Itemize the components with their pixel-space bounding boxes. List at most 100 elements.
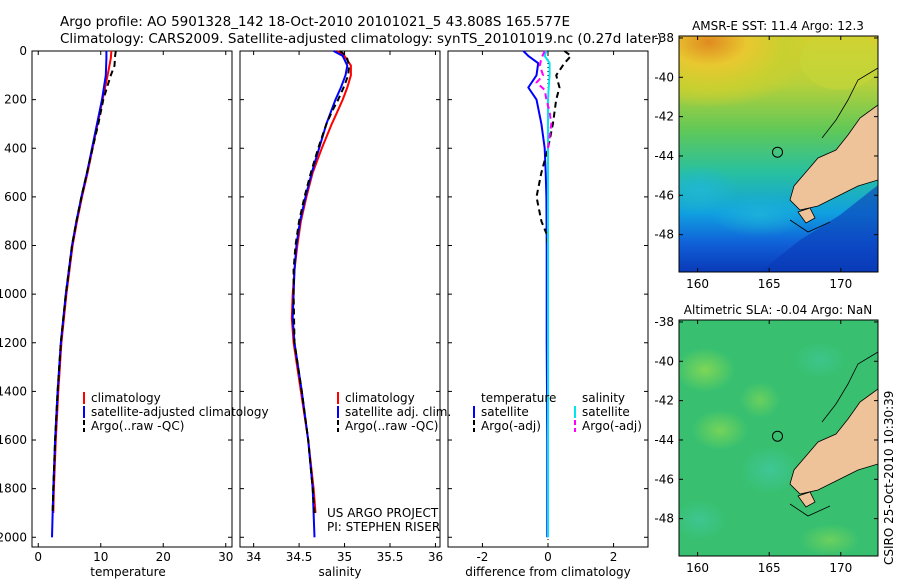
series-line-temperature-satellite: [522, 50, 549, 538]
y-tick-label: 1800: [0, 482, 27, 496]
temperature-xlabel: temperature: [90, 565, 165, 579]
lon-tick-label: 165: [758, 561, 781, 575]
lat-tick-label: -44: [654, 149, 674, 163]
x-tick-label: 20: [156, 550, 171, 564]
lat-tick-label: -42: [654, 394, 674, 408]
y-tick-label: 2000: [0, 530, 27, 544]
sst-land-stewart-island: [797, 207, 816, 224]
lon-tick-label: 170: [829, 561, 852, 575]
series-line-climatology: [290, 50, 352, 514]
sst-map-title: AMSR-E SST: 11.4 Argo: 12.3: [692, 19, 864, 33]
series-line-salinity-satellite: [543, 50, 551, 538]
sla-map-lon-axis: 160 165 170: [686, 320, 852, 575]
lat-tick-label: -38: [654, 315, 674, 329]
sla-map-panel: Altimetric SLA: -0.04 Argo: NaN -38 -40 -4…: [654, 303, 879, 575]
legend-label-argo: Argo(..raw -QC): [345, 419, 438, 433]
sla-map-lat-axis: -38 -40 -42 -44 -46 -48: [654, 315, 878, 526]
lat-tick-label: -40: [654, 354, 674, 368]
series-line-satellite-adj-clim: [291, 50, 349, 538]
lat-tick-label: -46: [654, 188, 674, 202]
sla-land-stewart-island: [797, 491, 816, 508]
y-tick-label: 800: [4, 239, 27, 253]
lon-tick-label: 170: [829, 277, 852, 291]
difference-y-ticks: [448, 50, 648, 538]
x-tick-label: 35.5: [377, 550, 404, 564]
sst-map-frame: [678, 35, 879, 273]
legend-label-satellite-adjusted: satellite-adjusted climatology: [91, 405, 269, 419]
temperature-x-axis: 0 10 20 30: [34, 51, 233, 564]
temperature-axes-frame: [31, 50, 233, 548]
y-tick-label: 400: [4, 141, 27, 155]
difference-xlabel: difference from climatology: [465, 565, 631, 579]
y-tick-label: 1000: [0, 287, 27, 301]
series-line-climatology: [52, 50, 113, 514]
x-tick-label: -2: [476, 550, 488, 564]
x-tick-label: 2: [610, 550, 618, 564]
salinity-plot-lines: [290, 50, 352, 538]
figure-title-line1: Argo profile: AO 5901328_142 18-Oct-2010…: [60, 14, 570, 30]
y-tick-label: 200: [4, 93, 27, 107]
lon-tick-label: 160: [686, 561, 709, 575]
sst-map-panel: AMSR-E SST: 11.4 Argo: 12.3 -38 -40 -42 -44…: [654, 19, 879, 291]
csiro-timestamp: CSIRO 25-Oct-2010 10:30:39: [882, 391, 896, 565]
salinity-legend: climatology satellite adj. clim. Argo(..…: [337, 391, 451, 433]
temperature-panel: 0 200 400 600 800 1000 1200 1400 1600 1800 2000 0 1…: [0, 44, 269, 579]
sst-map-lon-axis: 160 165 170: [686, 36, 852, 291]
lat-tick-label: -44: [654, 433, 674, 447]
legend-label-sal-satellite: satellite: [582, 405, 630, 419]
sla-map-frame: [678, 319, 879, 557]
sst-map-image: [679, 36, 878, 272]
salinity-x-axis: 34 34.5 35 35.5 36: [246, 51, 443, 564]
x-tick-label: 0: [544, 550, 552, 564]
sst-argo-position-marker: [772, 146, 783, 158]
salinity-panel: 34 34.5 35 35.5 36 salinity climatology sate…: [239, 50, 451, 579]
legend-label-climatology: climatology: [91, 391, 161, 405]
lat-tick-label: -42: [654, 110, 674, 124]
legend-label-argo: Argo(..raw -QC): [91, 419, 184, 433]
x-tick-label: 10: [93, 550, 108, 564]
x-tick-label: 36: [428, 550, 443, 564]
figure-title-line2: Climatology: CARS2009. Satellite-adjuste…: [60, 31, 662, 47]
y-tick-label: 1600: [0, 433, 27, 447]
legend-label-climatology: climatology: [345, 391, 415, 405]
legend-label-sal-argo: Argo(-adj): [582, 419, 642, 433]
series-line-argo-raw-qc: [292, 50, 351, 514]
lon-tick-label: 160: [686, 277, 709, 291]
depth-axis: 0 200 400 600 800 1000 1200 1400 1600 1800 2000: [0, 44, 232, 544]
sst-land-south-island: [789, 104, 878, 211]
series-line-salinity-argo-adj: [535, 50, 553, 149]
x-tick-label: 35: [337, 550, 352, 564]
pi-annotation: PI: STEPHEN RISER: [327, 520, 440, 534]
y-tick-label: 0: [19, 44, 27, 58]
salinity-y-ticks: [240, 50, 440, 538]
y-tick-label: 1400: [0, 384, 27, 398]
legend-label-satellite-adj: satellite adj. clim.: [345, 405, 451, 419]
legend-header-salinity: salinity: [582, 391, 625, 405]
difference-legend: temperature satellite Argo(-adj) salinit…: [473, 391, 642, 433]
lat-tick-label: -48: [654, 228, 674, 242]
x-tick-label: 0: [34, 550, 42, 564]
lat-tick-label: -40: [654, 70, 674, 84]
sla-argo-position-marker: [772, 430, 783, 442]
y-tick-label: 1200: [0, 336, 27, 350]
difference-plot-lines: [522, 50, 572, 547]
sla-map-title: Altimetric SLA: -0.04 Argo: NaN: [684, 303, 872, 317]
temperature-plot-lines: [51, 50, 117, 538]
y-tick-label: 600: [4, 190, 27, 204]
salinity-axes-frame: [239, 50, 441, 548]
x-tick-label: 30: [218, 550, 233, 564]
sla-land-south-island: [789, 388, 878, 495]
salinity-xlabel: salinity: [318, 565, 361, 579]
lon-tick-label: 165: [758, 277, 781, 291]
sla-map-image: [679, 320, 878, 556]
lat-tick-label: -46: [654, 472, 674, 486]
legend-label-temp-argo: Argo(-adj): [481, 419, 541, 433]
x-tick-label: 34: [246, 550, 261, 564]
legend-header-temperature: temperature: [481, 391, 556, 405]
lat-tick-label: -38: [654, 31, 674, 45]
difference-panel: -2 0 2 difference from climatology tempera…: [447, 50, 649, 579]
temperature-legend: climatology satellite-adjusted climatolo…: [83, 391, 269, 433]
lat-tick-label: -48: [654, 512, 674, 526]
series-line-argo-raw-qc: [51, 50, 117, 514]
